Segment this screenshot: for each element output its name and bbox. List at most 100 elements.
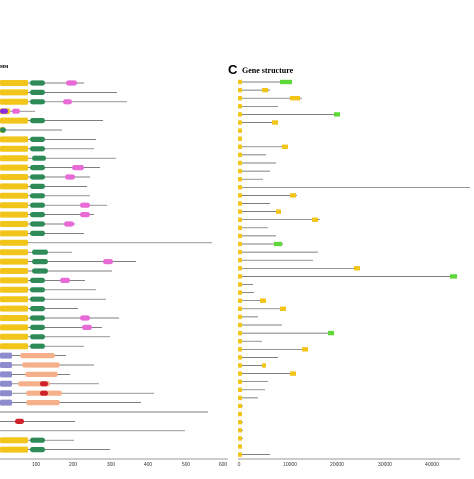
motif-row [0,380,99,387]
motif-block [0,145,28,152]
exon-block [312,217,318,222]
gene-row [238,249,318,255]
motif-block [64,221,74,227]
gene-row [238,128,242,133]
exon-block [238,79,242,85]
motif-block [30,296,45,302]
exon-block [290,371,296,376]
motif-block [12,108,20,114]
motif-block [30,230,45,236]
motif-block [0,305,28,312]
panel-c-title: Gene structure [242,66,294,75]
gene-row [238,96,302,101]
motif-row [0,418,75,424]
gene-row [238,152,266,158]
exon-block [238,185,242,190]
exon-block [280,306,286,311]
motif-block [0,136,28,143]
motif-block [30,118,45,124]
motif-block [0,446,28,453]
motif-block [80,202,90,208]
gene-row [238,363,266,368]
gene-row [238,258,313,263]
exon-block [238,330,242,336]
motif-block [30,277,45,283]
gene-axis-tick: 0 [238,462,241,468]
exon-block [238,436,242,441]
gene-row [238,371,296,376]
exon-block [238,403,242,409]
motif-row [0,352,66,359]
motif-row [0,230,84,237]
gene-row [238,241,283,247]
motif-row [0,192,90,199]
motif-axis-tick: 200 [69,462,78,468]
motif-block [0,352,12,359]
motif-block [0,230,28,237]
gene-row [238,452,270,457]
motif-block [30,306,45,312]
gene-row [238,444,242,449]
exon-block [238,314,242,320]
exon-block [238,298,242,303]
motif-block [0,202,28,209]
motif-row [0,145,94,152]
motif-block [30,183,45,189]
motif-block [0,258,28,265]
motif-row [0,296,106,303]
exon-block [238,241,242,247]
motif-row [0,343,84,350]
motif-block [30,193,45,199]
gene-row [238,282,253,287]
gene-row [238,274,457,279]
motif-block [0,324,28,331]
motif-block [0,127,6,133]
motif-row [0,183,87,190]
motif-row [0,89,117,96]
motif-row [0,324,102,331]
motif-block [30,315,45,321]
gene-row [238,322,282,328]
gene-row [238,112,340,117]
motif-block [80,212,90,218]
motif-block [65,174,75,180]
gene-row [238,177,263,182]
motif-row [0,239,212,246]
gene-row [238,104,278,109]
gene-row [238,355,278,360]
motif-block [0,211,28,218]
motif-block [0,437,28,444]
motif-block [30,202,45,208]
motif-block [0,268,28,274]
motif-block [0,315,28,321]
motif-block [0,192,28,199]
motif-block [0,333,28,340]
gene-axis-tick: 10000 [283,462,297,468]
exon-block [238,274,242,279]
exon-block [238,371,242,376]
motif-block [30,334,45,340]
exon-block [272,120,278,125]
exon-block [238,209,242,214]
motif-block [26,400,60,406]
motif-axis-tick: 300 [107,462,116,468]
exon-block [238,152,242,158]
motif-row [0,315,119,321]
gene-row [238,403,243,409]
motif-row [0,127,62,133]
motif-block [30,80,45,86]
motif-block [63,99,72,105]
exon-block [238,379,242,384]
motif-domain-panel [0,80,212,453]
exon-block [238,290,242,295]
motif-row [0,174,90,180]
gene-row [238,379,268,384]
exon-block [238,363,242,368]
exon-block [238,193,242,198]
motif-axis-tick: 500 [182,462,191,468]
motif-block [0,399,12,406]
panel-b-header-fragment: мм [0,64,9,70]
motif-block [15,418,24,424]
motif-block [30,174,45,180]
